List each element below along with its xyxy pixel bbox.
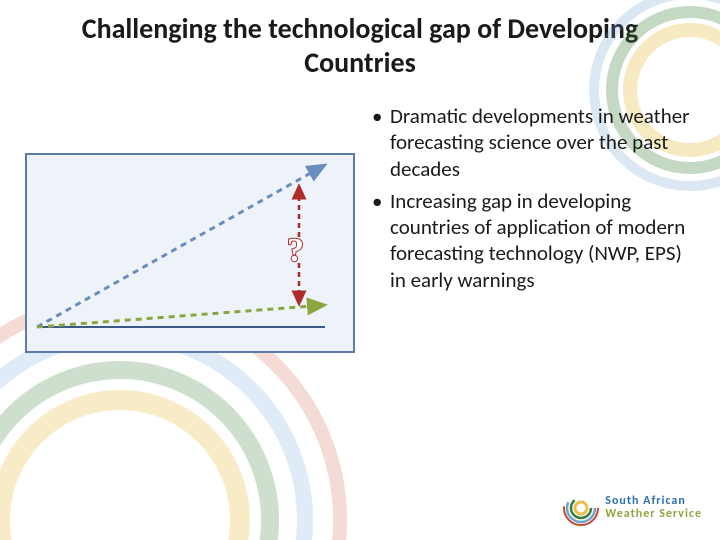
chart-column: ?	[20, 103, 360, 353]
bullet-item: Dramatic developments in weather forecas…	[370, 103, 700, 182]
page-title: Challenging the technological gap of Dev…	[0, 0, 720, 79]
bullets-column: Dramatic developments in weather forecas…	[360, 103, 700, 353]
bullet-list: Dramatic developments in weather forecas…	[370, 103, 700, 293]
gap-chart: ?	[25, 153, 355, 353]
brand-line2: Weather Service	[605, 508, 702, 521]
svg-text:?: ?	[287, 232, 304, 269]
content-row: ? Dramatic developments in weather forec…	[0, 103, 720, 353]
bullet-item: Increasing gap in developing countries o…	[370, 188, 700, 293]
brand-text: South African Weather Service	[605, 495, 702, 520]
brand-icon	[563, 490, 599, 526]
brand-logo: South African Weather Service	[563, 490, 702, 526]
